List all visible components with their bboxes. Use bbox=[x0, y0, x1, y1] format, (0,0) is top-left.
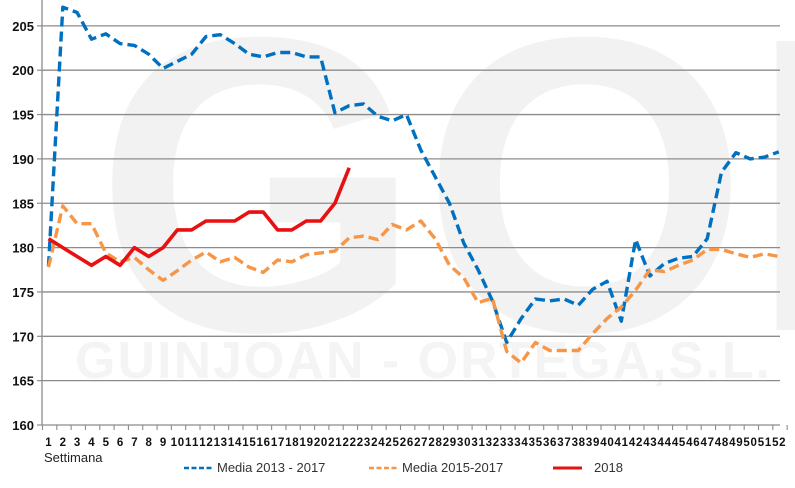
y-tick-label: 190 bbox=[12, 152, 34, 167]
x-tick-label: 15 bbox=[242, 437, 256, 449]
x-tick-label: 37 bbox=[557, 437, 571, 449]
y-tick-label: 180 bbox=[12, 241, 34, 256]
x-tick-label: 44 bbox=[658, 437, 672, 449]
y-tick-label: 170 bbox=[12, 329, 34, 344]
x-tick-label: 52 bbox=[772, 437, 786, 449]
y-tick-label: 200 bbox=[12, 63, 34, 78]
x-tick-label: 35 bbox=[529, 437, 543, 449]
x-axis-ticks: 1 2 3 4 5 6 7 8 9 10 11 12 13 14 15 16 17 18 19 20 21 22 23 24 2… bbox=[41, 425, 788, 449]
legend-label: Media 2013 - 2017 bbox=[217, 460, 325, 475]
x-tick-label: 45 bbox=[672, 437, 686, 449]
x-tick-label: 31 bbox=[471, 437, 485, 449]
x-tick-label: 39 bbox=[586, 437, 600, 449]
y-tick-label: 205 bbox=[12, 19, 34, 34]
x-tick-label: 48 bbox=[715, 437, 729, 449]
axes bbox=[41, 0, 780, 426]
x-tick-label: 5 bbox=[103, 437, 110, 449]
x-tick-label: 50 bbox=[743, 437, 757, 449]
x-tick-label: 46 bbox=[686, 437, 700, 449]
legend: Media 2013 - 2017 Media 2015-2017 2018 bbox=[184, 460, 623, 475]
x-tick-label: 16 bbox=[257, 437, 271, 449]
x-tick-label: 32 bbox=[486, 437, 500, 449]
x-tick-label: 19 bbox=[300, 437, 314, 449]
x-tick-label: 27 bbox=[414, 437, 428, 449]
legend-item: 2018 bbox=[553, 460, 623, 475]
x-tick-label: 11 bbox=[185, 437, 199, 449]
x-tick-label: 14 bbox=[228, 437, 242, 449]
legend-label: 2018 bbox=[594, 460, 623, 475]
x-tick-label: 12 bbox=[199, 437, 213, 449]
x-tick-label: 26 bbox=[400, 437, 414, 449]
x-tick-label: 28 bbox=[428, 437, 442, 449]
x-tick-label: 17 bbox=[271, 437, 285, 449]
x-tick-label: 24 bbox=[371, 437, 385, 449]
x-tick-label: 34 bbox=[514, 437, 528, 449]
x-tick-label: 8 bbox=[146, 437, 153, 449]
x-tick-label: 6 bbox=[117, 437, 123, 449]
y-tick-label: 165 bbox=[12, 374, 34, 389]
x-tick-label: 51 bbox=[758, 437, 772, 449]
legend-label: Media 2015-2017 bbox=[402, 460, 503, 475]
y-axis-ticks: 160 165 170 175 180 185 190 195 200 205 bbox=[12, 19, 42, 433]
y-tick-label: 160 bbox=[12, 418, 34, 433]
legend-item: Media 2013 - 2017 bbox=[184, 460, 325, 475]
series-line-2018 bbox=[47, 167, 351, 268]
x-tick-label: 43 bbox=[643, 437, 657, 449]
y-tick-label: 195 bbox=[12, 108, 34, 123]
legend-item: Media 2015-2017 bbox=[369, 460, 503, 475]
x-tick-label: 49 bbox=[729, 437, 743, 449]
gridlines bbox=[42, 25, 780, 382]
y-tick-label: 185 bbox=[12, 196, 34, 211]
x-axis-label: Settimana bbox=[44, 450, 103, 465]
x-tick-label: 13 bbox=[214, 437, 228, 449]
x-tick-label: 30 bbox=[457, 437, 471, 449]
series-line-media-2015-2017 bbox=[46, 204, 780, 365]
x-tick-label: 23 bbox=[357, 437, 371, 449]
x-tick-label: 9 bbox=[160, 437, 166, 449]
x-tick-label: 22 bbox=[342, 437, 356, 449]
x-tick-label: 36 bbox=[543, 437, 557, 449]
x-tick-label: 1 bbox=[45, 437, 52, 449]
x-tick-label: 25 bbox=[385, 437, 399, 449]
x-tick-label: 3 bbox=[74, 437, 80, 449]
x-tick-label: 4 bbox=[88, 437, 95, 449]
y-tick-label: 175 bbox=[12, 285, 34, 300]
watermark: GOP GUINJOAN - ORTEGA,S.L. bbox=[75, 0, 795, 420]
x-tick-label: 47 bbox=[700, 437, 714, 449]
x-tick-label: 38 bbox=[572, 437, 586, 449]
x-tick-label: 18 bbox=[285, 437, 299, 449]
x-tick-label: 29 bbox=[443, 437, 457, 449]
x-tick-label: 2 bbox=[60, 437, 66, 449]
x-tick-label: 33 bbox=[500, 437, 514, 449]
x-tick-label: 40 bbox=[600, 437, 614, 449]
x-tick-label: 21 bbox=[328, 437, 342, 449]
series-lines bbox=[46, 5, 780, 365]
x-tick-label: 7 bbox=[131, 437, 137, 449]
x-tick-label: 42 bbox=[629, 437, 643, 449]
x-tick-label: 20 bbox=[314, 437, 328, 449]
x-tick-label: 41 bbox=[615, 437, 629, 449]
x-tick-label: 10 bbox=[171, 437, 185, 449]
